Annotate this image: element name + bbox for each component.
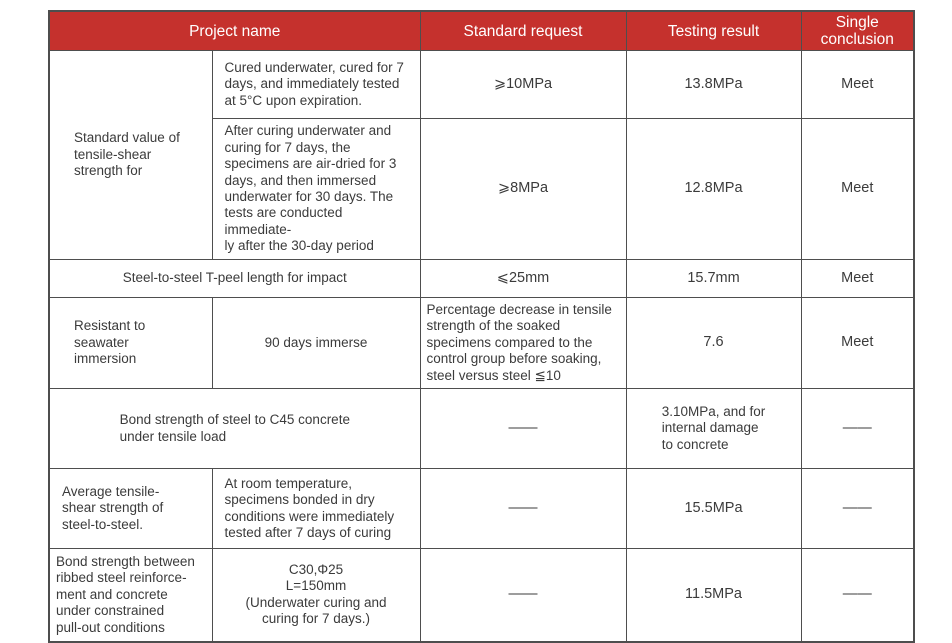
- cell-bond-c45-standard: ——: [419, 388, 627, 470]
- table-row-tensile-shear-1: Standard value of tensile-shear strength…: [48, 50, 915, 260]
- cell-t-peel-result: 15.7mm: [625, 258, 802, 298]
- cell-avg-tensile-condition: At room temperature, specimens bonded in…: [211, 468, 421, 550]
- cell-t-peel-standard: ⩽25mm: [419, 258, 627, 298]
- cell-seawater-conclusion: Meet: [800, 296, 915, 390]
- cell-avg-tensile-label: Average tensile- shear strength of steel…: [48, 468, 213, 550]
- table-row-ribbed-pullout: Bond strength between ribbed steel reinf…: [48, 548, 915, 643]
- cell-avg-tensile-conclusion: ——: [800, 468, 915, 550]
- table-row-seawater: Resistant to seawater immersion 90 days …: [48, 296, 915, 390]
- cell-bond-c45-label: Bond strength of steel to C45 concrete u…: [48, 388, 421, 470]
- header-project-name: Project name: [48, 10, 421, 52]
- cell-seawater-standard: Percentage decrease in tensile strength …: [419, 296, 627, 390]
- header-testing-result: Testing result: [625, 10, 802, 52]
- cell-ribbed-pullout-conclusion: ——: [800, 548, 915, 643]
- cell-tensile-shear-2-conclusion: Meet: [800, 118, 915, 260]
- cell-tensile-shear-2-standard: ⩾8MPa: [419, 118, 627, 260]
- cell-seawater-condition: 90 days immerse: [211, 296, 421, 390]
- cell-tensile-shear-1-result: 13.8MPa: [625, 50, 802, 120]
- test-report-table-container: Project name Standard request Testing re…: [48, 10, 916, 643]
- table-row-tensile-shear-2: After curing underwater and curing for 7…: [49, 118, 915, 260]
- cell-t-peel-label: Steel-to-steel T-peel length for impact: [48, 258, 421, 298]
- table-row-avg-tensile: Average tensile- shear strength of steel…: [48, 468, 915, 550]
- cell-bond-c45-result-text: 3.10MPa, and for internal damage to conc…: [661, 403, 766, 452]
- cell-bond-c45-conclusion: ——: [800, 388, 915, 470]
- header-single-conclusion: Single conclusion: [800, 10, 915, 52]
- cell-t-peel-conclusion: Meet: [800, 258, 915, 298]
- cell-bond-c45-result: 3.10MPa, and for internal damage to conc…: [625, 388, 802, 470]
- cell-tensile-shear-2-condition: After curing underwater and curing for 7…: [211, 118, 421, 260]
- cell-avg-tensile-standard: ——: [419, 468, 627, 550]
- cell-tensile-shear-1-conclusion: Meet: [800, 50, 915, 120]
- cell-seawater-result: 7.6: [625, 296, 802, 390]
- table-row-t-peel: Steel-to-steel T-peel length for impact …: [48, 258, 915, 298]
- cell-tensile-shear-group-label: Standard value of tensile-shear strength…: [48, 50, 213, 260]
- cell-ribbed-pullout-standard: ——: [419, 548, 627, 643]
- cell-tensile-shear-1-condition: Cured underwater, cured for 7 days, and …: [211, 50, 421, 120]
- cell-ribbed-pullout-condition: C30,Φ25 L=150mm (Underwater curing and c…: [211, 548, 421, 643]
- cell-tensile-shear-1-standard: ⩾10MPa: [419, 50, 627, 120]
- header-standard-request: Standard request: [419, 10, 627, 52]
- cell-avg-tensile-result: 15.5MPa: [625, 468, 802, 550]
- cell-ribbed-pullout-label: Bond strength between ribbed steel reinf…: [48, 548, 213, 643]
- table-row-bond-c45: Bond strength of steel to C45 concrete u…: [48, 388, 915, 470]
- cell-seawater-label: Resistant to seawater immersion: [48, 296, 213, 390]
- cell-tensile-shear-2-result: 12.8MPa: [625, 118, 802, 260]
- cell-bond-c45-label-text: Bond strength of steel to C45 concrete u…: [119, 412, 350, 444]
- test-results-table: Project name Standard request Testing re…: [48, 10, 916, 643]
- header-row: Project name Standard request Testing re…: [48, 10, 915, 52]
- cell-ribbed-pullout-result: 11.5MPa: [625, 548, 802, 643]
